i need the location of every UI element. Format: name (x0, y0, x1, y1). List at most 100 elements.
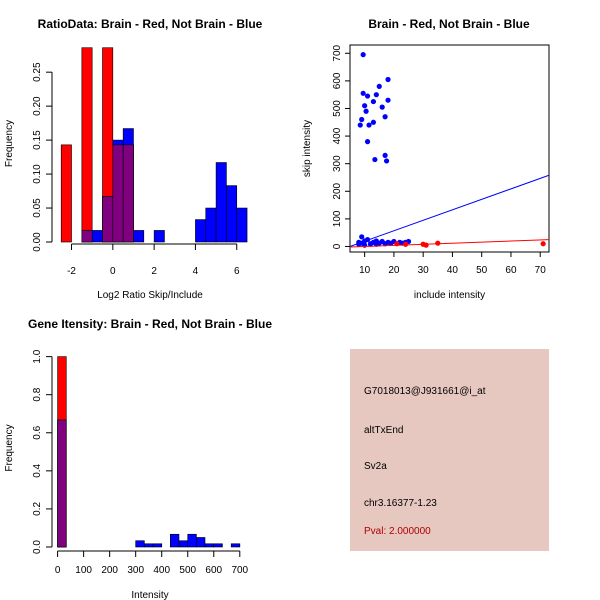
point-not-brain (379, 104, 385, 110)
genomic-location: chr3.16377-1.23 (364, 498, 437, 509)
intensity-scatter: Brain - Red, Not Brain - Blue include int… (302, 17, 550, 301)
point-brain (435, 240, 441, 246)
bar-overlap (102, 196, 114, 243)
point-not-brain (382, 152, 388, 158)
point-not-brain (360, 52, 366, 58)
bar-brain (60, 144, 72, 243)
x-tick-label: 2 (151, 266, 157, 277)
bar-not-brain (153, 230, 165, 243)
fit-line-brain (349, 239, 550, 248)
y-tick-label: 0.0 (32, 540, 43, 554)
gene-intensity-histogram: Gene Itensity: Brain - Red, Not Brain - … (4, 317, 272, 600)
pval-text: Pval: 2.000000 (364, 526, 431, 537)
bar-not-brain (204, 543, 215, 548)
y-tick-label: 300 (332, 155, 343, 172)
x-tick-label: 4 (193, 266, 199, 277)
x-tick-label: 600 (205, 565, 222, 576)
chart-title: Brain - Red, Not Brain - Blue (368, 17, 530, 31)
y-axis-label: skip intensity (302, 120, 313, 177)
point-not-brain (360, 90, 366, 96)
y-tick-label: 1.0 (32, 349, 43, 363)
ratio-histogram: RatioData: Brain - Red, Not Brain - Blue… (4, 17, 263, 301)
bar-overlap (57, 419, 67, 548)
point-not-brain (376, 83, 382, 89)
point-brain (540, 241, 546, 247)
x-tick-label: 700 (231, 565, 248, 576)
fit-line-not-brain (349, 174, 550, 247)
x-axis-label: Intensity (131, 590, 168, 600)
y-tick-label: 0.4 (32, 463, 43, 477)
bar-not-brain (195, 219, 207, 243)
x-tick-label: 500 (179, 565, 196, 576)
bar-not-brain (230, 543, 241, 548)
y-tick-label: 100 (332, 210, 343, 227)
point-not-brain (367, 241, 374, 247)
point-not-brain (359, 234, 365, 240)
x-tick-label: 400 (153, 565, 170, 576)
point-not-brain (364, 93, 371, 99)
y-tick-label: 0.8 (32, 387, 43, 401)
x-tick-label: 200 (101, 565, 118, 576)
y-tick-label: 0 (332, 243, 343, 249)
x-tick-label: 20 (388, 265, 400, 276)
bar-not-brain (196, 537, 206, 548)
y-tick-label: 0.6 (32, 425, 43, 439)
bar-not-brain (143, 543, 154, 548)
y-tick-label: 200 (332, 183, 343, 200)
point-not-brain (362, 103, 368, 109)
y-tick-label: 700 (332, 45, 343, 62)
point-not-brain (383, 158, 390, 164)
x-axis-label: Log2 Ratio Skip/Include (97, 290, 203, 301)
bar-overlap (112, 144, 124, 243)
y-tick-label: 600 (332, 72, 343, 89)
point-not-brain (373, 92, 379, 98)
point-not-brain (359, 116, 365, 123)
bar-not-brain (215, 162, 227, 243)
point-not-brain (370, 98, 377, 105)
point-brain (403, 241, 409, 247)
x-tick-label: 6 (234, 266, 240, 277)
point-not-brain (363, 108, 369, 114)
bar-brain (81, 47, 93, 243)
point-not-brain (357, 122, 363, 128)
x-tick-label: 30 (418, 265, 430, 276)
bar-not-brain (226, 185, 238, 243)
bar-not-brain (205, 207, 217, 243)
point-not-brain (385, 76, 391, 83)
x-axis-label: include intensity (414, 290, 485, 301)
point-not-brain (364, 139, 371, 145)
y-tick-label: 0.05 (32, 198, 43, 218)
x-tick-label: -2 (67, 266, 76, 277)
point-not-brain (366, 122, 372, 128)
y-axis-label: Frequency (4, 424, 15, 471)
chart-title: Gene Itensity: Brain - Red, Not Brain - … (28, 317, 272, 331)
gene-name: Sv2a (364, 461, 387, 472)
info-panel: G7018013@J931661@i_at altTxEnd Sv2a chr3… (350, 349, 549, 551)
bar-not-brain (133, 230, 145, 243)
y-tick-label: 400 (332, 127, 343, 144)
bar-not-brain (236, 207, 248, 243)
point-brain (423, 242, 429, 248)
y-tick-label: 0.25 (32, 62, 43, 82)
y-axis-label: Frequency (4, 120, 15, 167)
bar-not-brain (91, 230, 103, 243)
bar-not-brain (152, 543, 163, 548)
x-tick-label: 300 (127, 565, 144, 576)
y-tick-label: 500 (332, 100, 343, 117)
probe-id: G7018013@J931661@i_at (364, 386, 486, 397)
x-tick-label: 10 (359, 265, 371, 276)
x-tick-label: 100 (75, 565, 92, 576)
point-not-brain (372, 156, 378, 163)
x-tick-label: 50 (476, 265, 488, 276)
chart-title: RatioData: Brain - Red, Not Brain - Blue (38, 17, 263, 31)
point-not-brain (370, 119, 377, 125)
x-tick-label: 0 (110, 266, 116, 277)
point-not-brain (382, 114, 388, 120)
y-tick-label: 0.10 (32, 164, 43, 184)
bar-not-brain (187, 533, 197, 548)
bar-not-brain (135, 540, 145, 548)
bar-overlap (122, 144, 134, 243)
bar-not-brain (213, 543, 223, 548)
event-type: altTxEnd (364, 425, 404, 436)
